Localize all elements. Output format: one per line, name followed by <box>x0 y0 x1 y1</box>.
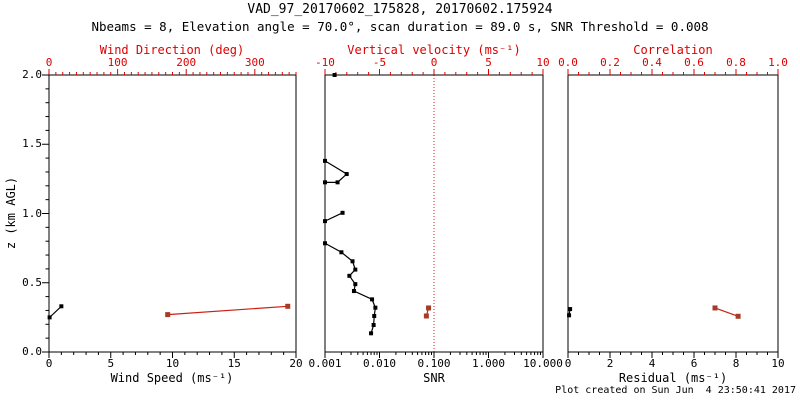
wind-direction-axis-label: Wind Direction (deg) <box>99 43 245 57</box>
x-bottom-tick-label: 0 <box>564 357 572 370</box>
residual-axis-label: Residual (ms⁻¹) <box>618 371 728 385</box>
x-bottom-tick-label: 20 <box>289 357 303 370</box>
data-point-snr_profile <box>350 259 355 264</box>
data-point-snr_profile <box>344 172 349 177</box>
x-top-tick-label: 100 <box>107 56 128 69</box>
x-top-tick-label: 5 <box>485 56 492 69</box>
data-point-snr_profile <box>339 250 344 255</box>
data-point-wind_direction <box>285 303 291 309</box>
x-bottom-tick-label: 5 <box>107 357 115 370</box>
data-point-snr_profile <box>353 282 358 287</box>
correlation-axis-label: Correlation <box>633 43 713 57</box>
x-top-tick-label: 0 <box>45 56 53 69</box>
plot-created-timestamp: Plot created on Sun Jun 4 23:50:41 2017 <box>555 385 796 396</box>
x-bottom-tick-label: 0 <box>45 357 53 370</box>
y-tick-label: 1.5 <box>22 137 42 151</box>
data-point-snr_profile <box>351 289 356 294</box>
x-bottom-tick-label: 2 <box>606 357 614 370</box>
x-top-tick-label: -10 <box>315 56 335 69</box>
data-point-snr_profile <box>372 313 377 318</box>
x-bottom-tick-label: 6 <box>690 357 698 370</box>
x-top-tick-label: 1.0 <box>768 56 788 69</box>
x-top-tick-label: 300 <box>244 56 265 69</box>
figure-subtitle: Nbeams = 8, Elevation angle = 70.0°, sca… <box>91 19 709 34</box>
data-point-snr_profile <box>323 241 327 246</box>
x-bottom-tick-label: 0.010 <box>362 357 397 370</box>
data-point-residual <box>567 313 572 318</box>
data-point-wind_speed <box>59 304 64 309</box>
x-bottom-tick-label: 4 <box>648 357 656 370</box>
x-bottom-tick-label: 10.000 <box>523 357 563 370</box>
x-bottom-tick-label: 1.000 <box>471 357 506 370</box>
data-point-wind_speed <box>47 315 52 320</box>
wind-speed-axis-label: Wind Speed (ms⁻¹) <box>110 371 234 385</box>
y-tick-label: 1.0 <box>22 206 42 220</box>
x-top-tick-label: 0.0 <box>558 56 578 69</box>
data-point-snr_profile <box>323 158 327 163</box>
x-top-tick-label: 10 <box>536 56 550 69</box>
y-tick-label: 2.0 <box>22 68 42 81</box>
data-point-snr_profile <box>332 73 337 77</box>
x-top-tick-label: 0 <box>430 56 438 69</box>
data-point-vertical_velocity <box>426 305 432 311</box>
data-point-correlation <box>735 313 741 319</box>
data-series-wind_direction <box>167 305 288 316</box>
data-series-correlation <box>714 307 739 317</box>
data-point-snr_profile <box>323 180 327 185</box>
x-bottom-tick-label: 10 <box>771 357 785 370</box>
x-bottom-tick-label: 0.100 <box>417 357 451 370</box>
data-point-snr_profile <box>335 180 340 185</box>
x-bottom-tick-label: 8 <box>732 357 740 370</box>
x-bottom-tick-label: 10 <box>165 357 180 370</box>
data-point-vertical_velocity <box>423 313 429 319</box>
data-point-snr_profile <box>323 219 327 224</box>
x-top-tick-label: 0.2 <box>600 56 620 69</box>
x-top-tick-label: 0.8 <box>726 56 746 69</box>
data-point-residual <box>568 307 573 312</box>
data-point-snr_profile <box>373 305 378 310</box>
data-point-snr_profile <box>370 297 375 302</box>
vertical-velocity-axis-label: Vertical velocity (ms⁻¹) <box>347 43 521 57</box>
data-series-snr_profile <box>324 160 348 183</box>
data-point-correlation <box>712 305 718 311</box>
x-bottom-tick-label: 0.001 <box>308 357 342 370</box>
data-series-snr_profile <box>324 212 343 222</box>
data-point-snr_profile <box>371 322 376 327</box>
x-top-tick-label: 0.6 <box>684 56 704 69</box>
data-point-snr_profile <box>347 273 352 278</box>
y-tick-label: 0.5 <box>22 275 42 289</box>
x-bottom-tick-label: 15 <box>227 357 241 370</box>
data-point-snr_profile <box>353 267 358 272</box>
data-point-wind_direction <box>165 312 171 318</box>
data-point-snr_profile <box>340 210 345 215</box>
x-top-tick-label: 0.4 <box>642 56 662 69</box>
x-top-tick-label: -5 <box>372 56 387 69</box>
figure-title: VAD_97_20170602_175828, 20170602.175924 <box>247 2 553 17</box>
data-point-snr_profile <box>369 331 374 336</box>
snr-axis-label: SNR <box>423 371 445 385</box>
x-top-tick-label: 200 <box>176 56 197 69</box>
y-tick-label: 0.0 <box>22 345 42 358</box>
